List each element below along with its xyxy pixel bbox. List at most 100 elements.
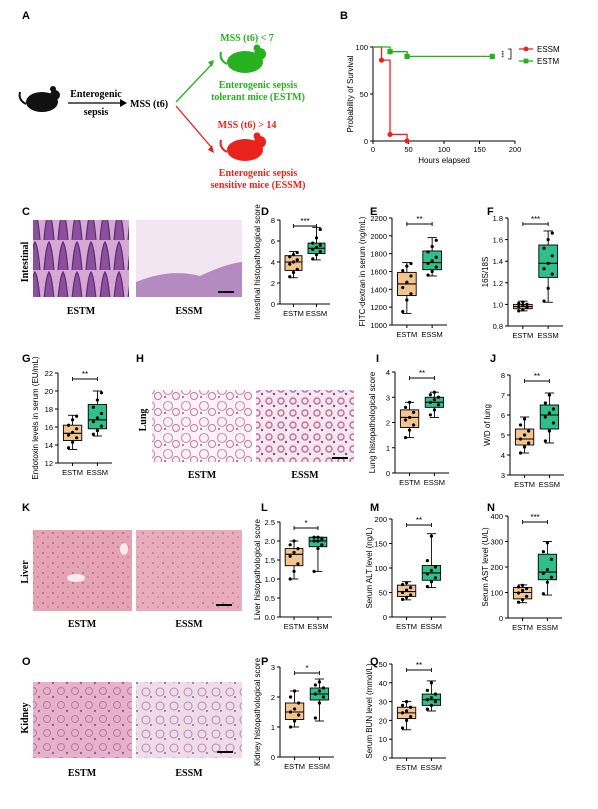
y-tick-label-l: 1.0 bbox=[265, 575, 275, 584]
survival-marker-estm bbox=[404, 53, 410, 59]
significance-bracket-b bbox=[508, 48, 512, 60]
x-tick-label-b: 150 bbox=[473, 145, 486, 154]
y-tick-label-g: 12 bbox=[45, 459, 53, 468]
image-label-c-essm: ESSM bbox=[175, 306, 203, 317]
x-tick-label-f: ESTM bbox=[512, 331, 533, 340]
data-point-f bbox=[517, 304, 521, 309]
box-j-estm bbox=[514, 428, 535, 446]
x-tick-label-b: 0 bbox=[371, 145, 375, 154]
data-point-j bbox=[518, 423, 523, 427]
data-point-e bbox=[434, 238, 438, 242]
data-point-j bbox=[527, 441, 531, 445]
y-tick-label-l: 2.5 bbox=[265, 518, 275, 527]
panel-letter-f: F bbox=[487, 206, 494, 218]
data-point-q bbox=[409, 705, 413, 709]
data-point-l bbox=[312, 539, 316, 543]
data-point-f bbox=[546, 286, 550, 290]
data-point-i bbox=[436, 403, 441, 407]
data-point-e bbox=[405, 298, 409, 302]
micrograph-intestine-estm bbox=[33, 220, 129, 297]
data-point-q bbox=[429, 681, 434, 685]
data-point-e bbox=[405, 280, 409, 284]
data-point-e bbox=[426, 250, 430, 254]
data-point-n bbox=[520, 588, 525, 593]
data-point-d bbox=[314, 245, 319, 249]
data-point-n bbox=[516, 600, 521, 604]
data-point-l bbox=[316, 547, 320, 551]
data-point-f bbox=[521, 308, 525, 312]
y-axis-label-j: W/D of lung bbox=[483, 404, 492, 446]
essm-name-2: sensitive mice (ESSM) bbox=[211, 180, 306, 191]
data-point-l bbox=[288, 554, 292, 558]
y-tick-label-q: 20 bbox=[379, 716, 387, 725]
y-tick-label-l: 0.5 bbox=[265, 594, 275, 603]
data-point-n bbox=[525, 594, 529, 598]
y-tick-label-g: 14 bbox=[45, 441, 53, 450]
data-point-m bbox=[433, 576, 438, 580]
panel-letter-q: Q bbox=[370, 656, 379, 668]
micrograph-liver-estm bbox=[33, 530, 132, 611]
data-point-d bbox=[311, 247, 315, 251]
survival-marker-essm bbox=[378, 57, 385, 63]
y-tick-label-l: 2.0 bbox=[265, 537, 275, 546]
panel-letter-e: E bbox=[370, 206, 377, 218]
estm-name-1: Enterogenic sepsis bbox=[219, 80, 298, 91]
x-tick-label-g: ESTM bbox=[62, 468, 83, 477]
data-point-g bbox=[91, 420, 95, 424]
y-tick-label-m: 200 bbox=[374, 515, 387, 524]
data-point-e bbox=[430, 269, 434, 274]
significance-label-j: ** bbox=[534, 372, 540, 381]
data-point-g bbox=[66, 433, 71, 437]
box-f-essm bbox=[538, 244, 558, 278]
panel-letter-m: M bbox=[370, 502, 379, 514]
data-point-p bbox=[321, 686, 326, 690]
data-point-g bbox=[91, 432, 95, 436]
y-tick-label-n: 400 bbox=[490, 512, 503, 521]
data-point-j bbox=[518, 451, 523, 455]
data-point-i bbox=[428, 413, 432, 417]
data-point-q bbox=[404, 709, 409, 713]
data-point-d bbox=[314, 236, 319, 240]
x-tick-label-m: ESSM bbox=[421, 622, 442, 631]
y-tick-label-b: 50 bbox=[360, 90, 368, 99]
survival-line-essm bbox=[373, 46, 408, 141]
data-point-d bbox=[295, 250, 299, 255]
data-point-p bbox=[288, 695, 293, 699]
data-point-j bbox=[522, 433, 527, 437]
data-point-f bbox=[517, 301, 521, 305]
data-point-n bbox=[541, 592, 545, 596]
data-point-n bbox=[545, 541, 550, 545]
data-point-g bbox=[66, 423, 71, 427]
y-axis-label-p: Kidney histopathological score bbox=[253, 657, 262, 766]
x-tick-label-p: ESSM bbox=[309, 762, 330, 771]
y-tick-label-b: 0 bbox=[364, 137, 368, 146]
estm-name-2: tolerant mice (ESTM) bbox=[211, 92, 305, 103]
data-point-n bbox=[545, 567, 550, 572]
data-point-m bbox=[404, 595, 409, 600]
data-point-j bbox=[547, 411, 552, 415]
arrow-to-estm bbox=[175, 63, 213, 103]
data-point-l bbox=[320, 543, 324, 547]
image-label-o-essm: ESSM bbox=[175, 768, 203, 779]
panel-a: A Enterogenic sepsis MSS (t6) MSS (t6) <… bbox=[18, 10, 306, 191]
survival-marker-estm bbox=[489, 53, 495, 59]
tissue-label-lung: Lung bbox=[138, 409, 149, 432]
data-point-m bbox=[409, 593, 413, 597]
panel-letter-o: O bbox=[22, 656, 31, 668]
data-point-l bbox=[292, 539, 296, 543]
panel-letter-h: H bbox=[136, 353, 144, 365]
micrograph-liver-vein-2 bbox=[120, 543, 128, 555]
y-axis-label-q: Serum BUN level (mmol/L) bbox=[365, 663, 374, 758]
tissue-label-kidney: Kidney bbox=[20, 702, 31, 733]
x-tick-label-d: ESSM bbox=[306, 309, 327, 318]
y-tick-label-n: 100 bbox=[490, 589, 503, 598]
data-point-m bbox=[425, 585, 429, 589]
data-point-i bbox=[436, 395, 441, 399]
significance-label-f: *** bbox=[531, 215, 540, 224]
arrow-to-essm-head bbox=[208, 145, 214, 153]
mss-label: MSS (t6) bbox=[130, 99, 168, 110]
data-point-g bbox=[99, 424, 104, 428]
data-point-q bbox=[433, 692, 438, 696]
essm-mouse-icon bbox=[219, 132, 266, 161]
